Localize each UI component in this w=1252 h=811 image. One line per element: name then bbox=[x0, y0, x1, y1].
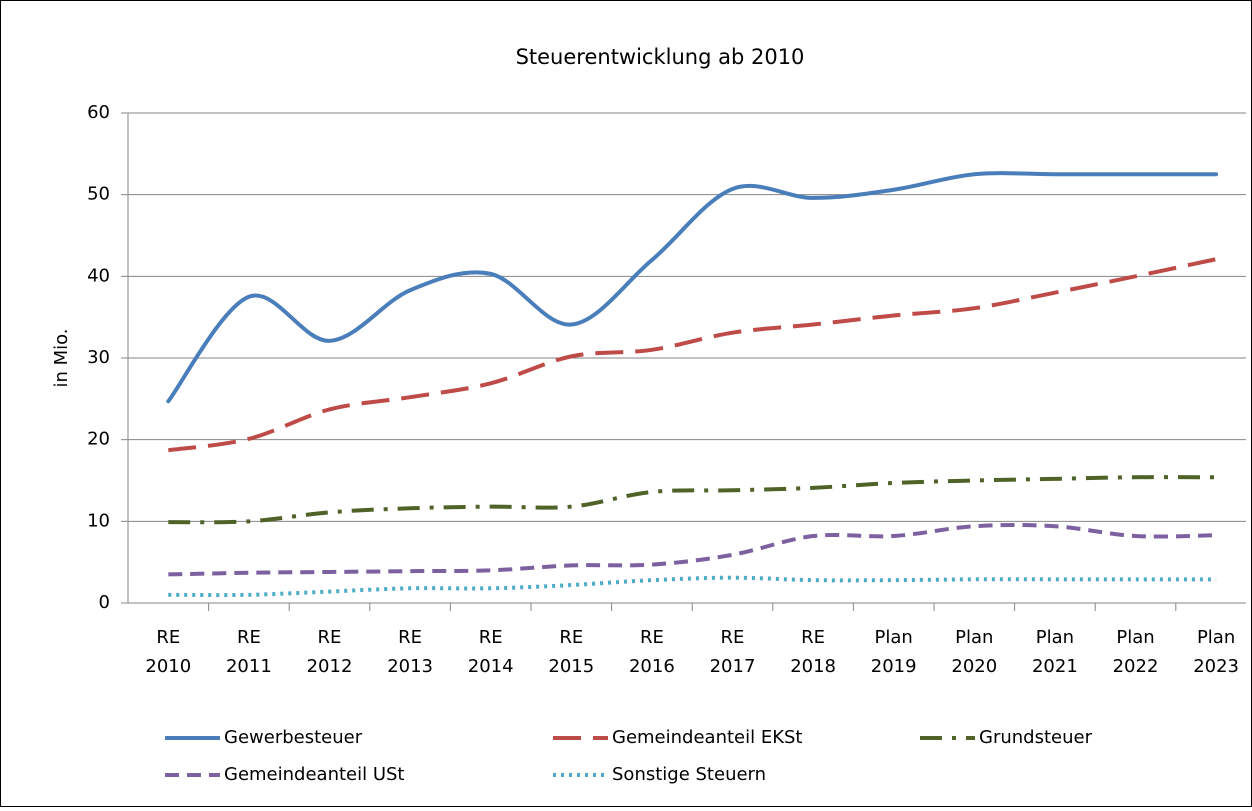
x-tick-label-box: Plan 2019 bbox=[870, 627, 917, 677]
chart-title: Steuerentwicklung ab 2010 bbox=[516, 45, 805, 69]
x-tick-label: RE 2012 bbox=[306, 627, 353, 677]
x-tick-label-box: RE 2014 bbox=[467, 627, 514, 677]
y-tick-label: 30 bbox=[87, 347, 110, 368]
legend-label: Gemeindeanteil USt bbox=[224, 764, 405, 785]
x-tick-label: RE 2016 bbox=[628, 627, 675, 677]
x-tick-label: Plan 2019 bbox=[870, 627, 917, 677]
x-tick-label-box: Plan 2021 bbox=[1031, 627, 1078, 677]
legend-label: Gewerbesteuer bbox=[224, 727, 363, 748]
legend-label: Sonstige Steuern bbox=[612, 764, 766, 785]
x-tick-label-box: RE 2015 bbox=[548, 627, 595, 677]
x-tick-label: RE 2017 bbox=[709, 627, 756, 677]
x-tick-label: RE 2014 bbox=[467, 627, 514, 677]
x-tick-label: Plan 2023 bbox=[1193, 627, 1239, 677]
x-tick-label: RE 2010 bbox=[145, 627, 192, 677]
x-tick-label: RE 2018 bbox=[790, 627, 836, 677]
x-tick-label-box: Plan 2022 bbox=[1112, 627, 1159, 677]
y-tick-label: 10 bbox=[87, 510, 110, 531]
series-line bbox=[168, 523, 1217, 577]
x-tick-label: Plan 2020 bbox=[951, 627, 998, 677]
y-tick-label: 20 bbox=[87, 429, 110, 450]
x-tick-label-box: RE 2017 bbox=[709, 627, 756, 677]
x-tick-label: RE 2015 bbox=[548, 627, 595, 677]
y-axis-label: in Mio. bbox=[51, 328, 72, 387]
x-tick-label-box: RE 2012 bbox=[306, 627, 353, 677]
series-line bbox=[166, 171, 1219, 404]
series-line bbox=[168, 257, 1217, 453]
y-tick-label: 0 bbox=[99, 592, 110, 613]
y-tick-label: 40 bbox=[87, 265, 110, 286]
x-tick-label-box: RE 2013 bbox=[387, 627, 433, 677]
legend-label: Grundsteuer bbox=[979, 727, 1093, 748]
legend-label: Gemeindeanteil EKSt bbox=[612, 727, 803, 748]
x-tick-label: Plan 2022 bbox=[1112, 627, 1159, 677]
x-tick-label-box: RE 2010 bbox=[145, 627, 192, 677]
x-tick-label-box: RE 2018 bbox=[790, 627, 836, 677]
series-line bbox=[168, 575, 1217, 598]
series-line bbox=[168, 475, 1217, 525]
y-tick-label: 50 bbox=[87, 184, 110, 205]
x-tick-label: RE 2011 bbox=[225, 627, 272, 677]
x-tick-label: RE 2013 bbox=[387, 627, 433, 677]
x-tick-label: Plan 2021 bbox=[1031, 627, 1078, 677]
x-tick-label-box: RE 2011 bbox=[225, 627, 272, 677]
x-tick-label-box: Plan 2020 bbox=[951, 627, 998, 677]
y-tick-label: 60 bbox=[87, 102, 110, 123]
x-tick-label-box: RE 2016 bbox=[628, 627, 675, 677]
x-tick-label-box: Plan 2023 bbox=[1193, 627, 1239, 677]
